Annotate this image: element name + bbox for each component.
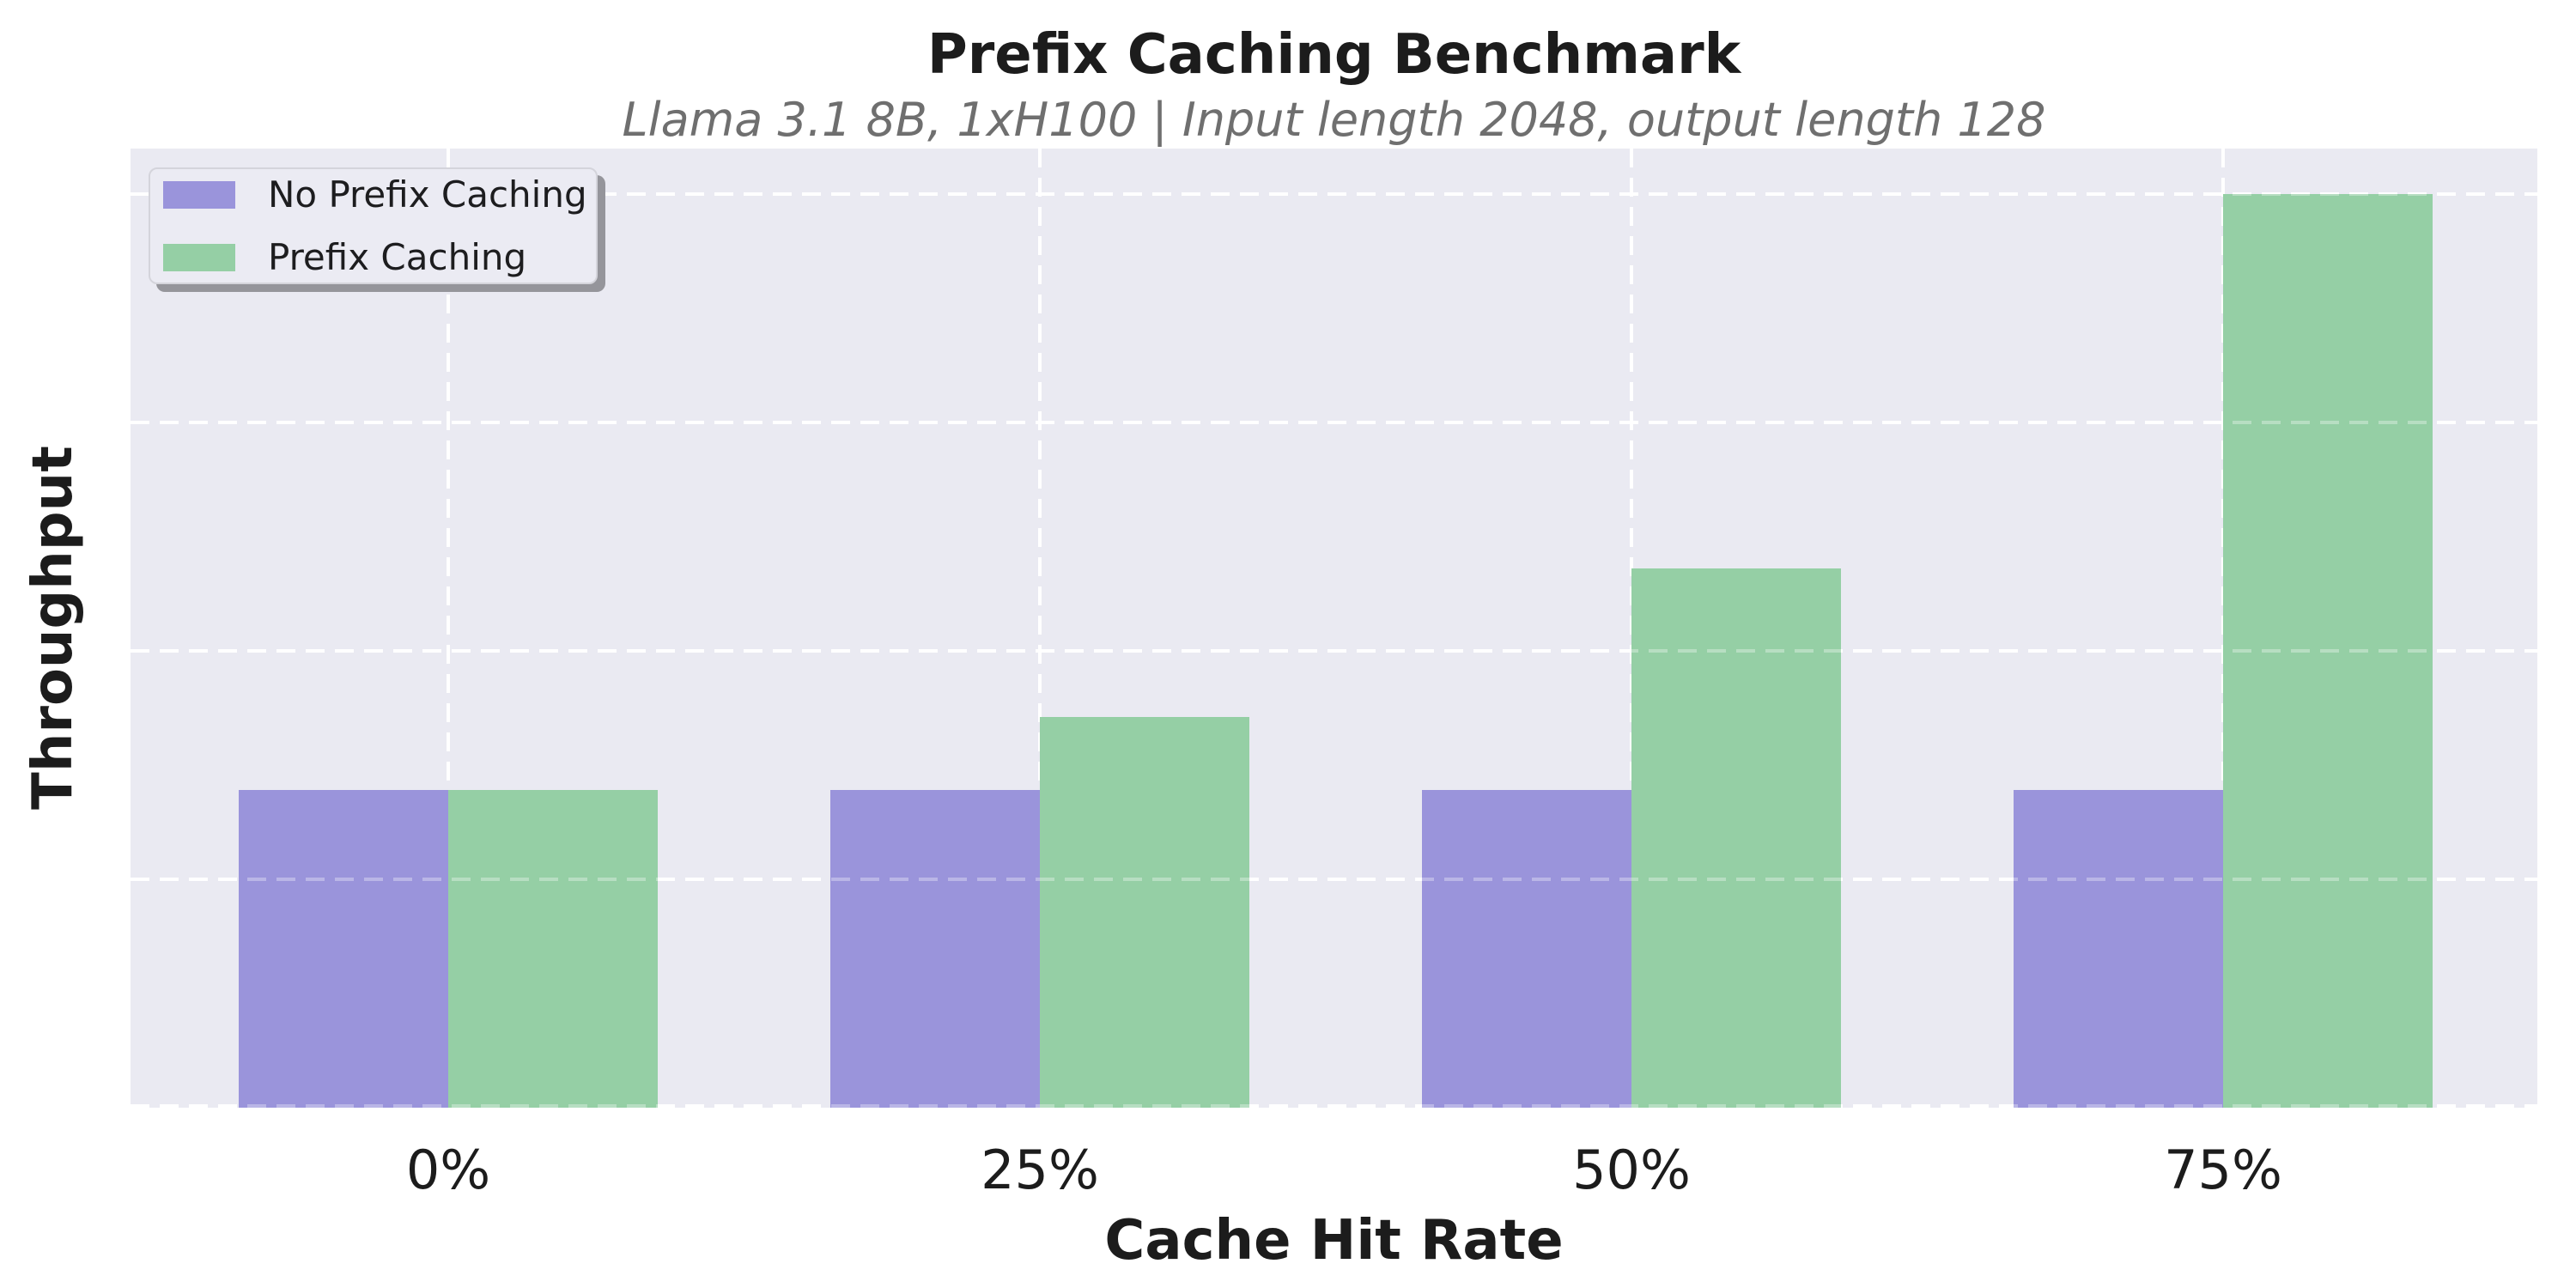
v-gridline-25-: [1038, 149, 1042, 1108]
bar-prefix-caching-0-: [448, 790, 658, 1108]
legend-label: Prefix Caching: [268, 236, 527, 278]
legend-swatch-no-prefix-caching: [163, 180, 235, 209]
bar-prefix-caching-50-: [1631, 568, 1841, 1108]
h-gridline-0: [131, 1104, 2537, 1108]
x-axis-label: Cache Hit Rate: [1104, 1209, 1564, 1273]
bar-prefix-caching-25-: [1040, 717, 1249, 1108]
bar-no-prefix-caching-75-: [2014, 790, 2223, 1108]
h-gridline-overlay-1: [131, 878, 2537, 882]
h-gridline-4: [131, 192, 2537, 197]
y-axis-label: Throughput: [21, 446, 85, 810]
legend-item-no-prefix-caching: No Prefix Caching: [163, 173, 596, 216]
legend-label: No Prefix Caching: [268, 173, 587, 216]
bar-no-prefix-caching-0-: [239, 790, 448, 1108]
chart-subtitle: Llama 3.1 8B, 1xH100 | Input length 2048…: [622, 93, 2046, 147]
x-tick-25-: 25%: [981, 1139, 1099, 1201]
h-gridline-overlay-2: [131, 649, 2537, 653]
bar-no-prefix-caching-25-: [830, 790, 1040, 1108]
h-gridline-overlay-3: [131, 421, 2537, 425]
chart-title: Prefix Caching Benchmark: [927, 23, 1741, 87]
bar-prefix-caching-75-: [2223, 194, 2433, 1108]
plot-area: [131, 149, 2537, 1108]
h-gridline-1: [131, 878, 2537, 882]
x-tick-75-: 75%: [2164, 1139, 2282, 1201]
x-tick-0-: 0%: [405, 1139, 491, 1201]
x-tick-50-: 50%: [1572, 1139, 1691, 1201]
legend-item-prefix-caching: Prefix Caching: [163, 236, 596, 278]
h-gridline-3: [131, 421, 2537, 425]
legend-swatch-prefix-caching: [163, 243, 235, 271]
bar-no-prefix-caching-50-: [1422, 790, 1631, 1108]
h-gridline-overlay-0: [131, 1104, 2537, 1108]
v-gridline-0-: [447, 149, 450, 1108]
h-gridline-2: [131, 649, 2537, 653]
h-gridline-overlay-4: [131, 192, 2537, 197]
legend: No Prefix Caching Prefix Caching: [149, 167, 598, 284]
